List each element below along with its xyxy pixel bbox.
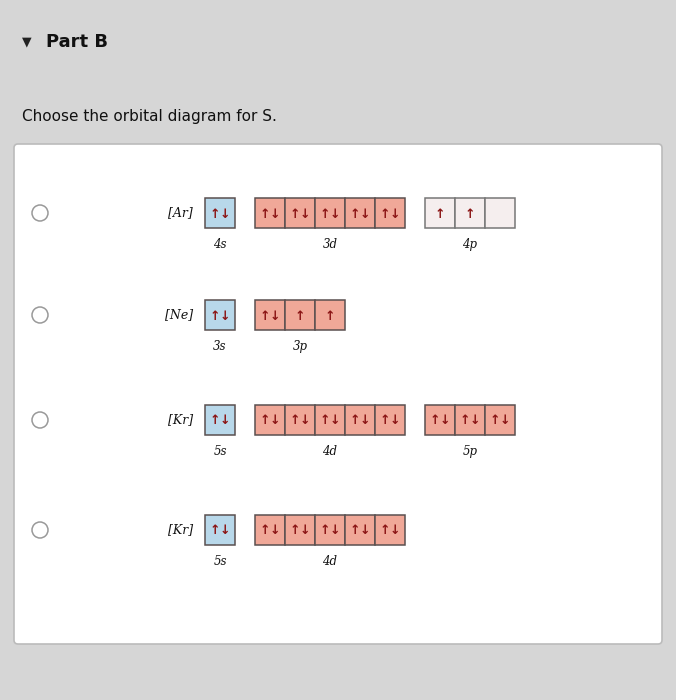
Text: [Ne]: [Ne] xyxy=(165,309,193,321)
Text: ↓: ↓ xyxy=(389,524,400,538)
Text: ↓: ↓ xyxy=(360,207,370,220)
Text: ↑: ↑ xyxy=(290,207,300,220)
Bar xyxy=(375,198,405,228)
Text: ↑: ↑ xyxy=(460,414,470,428)
Bar xyxy=(425,405,455,435)
Bar xyxy=(375,515,405,545)
Text: ↑: ↑ xyxy=(210,207,220,220)
Text: ↓: ↓ xyxy=(330,207,340,220)
Text: ↑: ↑ xyxy=(435,207,445,220)
Text: ↓: ↓ xyxy=(220,524,230,538)
Text: ↑: ↑ xyxy=(320,207,331,220)
Bar xyxy=(205,300,235,330)
Text: ↑: ↑ xyxy=(465,207,475,220)
Text: 3d: 3d xyxy=(322,238,337,251)
Bar xyxy=(255,198,285,228)
Bar xyxy=(315,515,345,545)
Text: 3s: 3s xyxy=(213,340,226,353)
Bar xyxy=(205,515,235,545)
Bar xyxy=(375,405,405,435)
Text: ↑: ↑ xyxy=(430,414,441,428)
Bar xyxy=(205,405,235,435)
Text: ↑: ↑ xyxy=(380,414,391,428)
Text: 4p: 4p xyxy=(462,238,477,251)
Bar xyxy=(345,405,375,435)
Bar xyxy=(285,515,315,545)
Text: ↑: ↑ xyxy=(260,309,270,323)
FancyBboxPatch shape xyxy=(14,144,662,644)
Text: ↓: ↓ xyxy=(389,207,400,220)
Text: ↑: ↑ xyxy=(320,524,331,538)
Bar xyxy=(315,405,345,435)
Text: 5p: 5p xyxy=(462,445,477,458)
Text: ↑: ↑ xyxy=(260,524,270,538)
Bar xyxy=(485,405,515,435)
Text: 3p: 3p xyxy=(293,340,308,353)
Text: ↓: ↓ xyxy=(330,414,340,428)
Text: ↓: ↓ xyxy=(330,524,340,538)
Bar xyxy=(255,300,285,330)
Bar xyxy=(285,300,315,330)
Text: [Kr]: [Kr] xyxy=(168,524,193,536)
Text: ↑: ↑ xyxy=(295,309,306,323)
Text: 4s: 4s xyxy=(213,238,226,251)
Text: 4d: 4d xyxy=(322,555,337,568)
Bar xyxy=(425,198,455,228)
Text: ↓: ↓ xyxy=(439,414,450,428)
Text: ↓: ↓ xyxy=(299,414,310,428)
Text: ↑: ↑ xyxy=(350,414,360,428)
Text: ↓: ↓ xyxy=(270,414,280,428)
Text: ↑: ↑ xyxy=(290,414,300,428)
Text: 5s: 5s xyxy=(213,555,226,568)
Text: ↑: ↑ xyxy=(290,524,300,538)
Text: ↑: ↑ xyxy=(324,309,335,323)
Text: ↑: ↑ xyxy=(320,414,331,428)
Text: ↓: ↓ xyxy=(220,309,230,323)
Text: ↑: ↑ xyxy=(490,414,500,428)
Bar xyxy=(315,300,345,330)
Text: ↑: ↑ xyxy=(350,207,360,220)
Bar xyxy=(455,405,485,435)
Bar xyxy=(285,198,315,228)
Text: Choose the orbital diagram for S.: Choose the orbital diagram for S. xyxy=(22,108,277,123)
Text: ↓: ↓ xyxy=(270,207,280,220)
Bar xyxy=(285,405,315,435)
Text: ↓: ↓ xyxy=(500,414,510,428)
Bar xyxy=(255,405,285,435)
Text: ▼: ▼ xyxy=(22,36,32,48)
Text: ↓: ↓ xyxy=(360,414,370,428)
Text: ↑: ↑ xyxy=(210,414,220,428)
Text: ↓: ↓ xyxy=(220,414,230,428)
Text: ↓: ↓ xyxy=(299,207,310,220)
Text: ↑: ↑ xyxy=(210,524,220,538)
Bar xyxy=(455,198,485,228)
Text: ↓: ↓ xyxy=(270,524,280,538)
Text: ↓: ↓ xyxy=(470,414,480,428)
Bar xyxy=(205,198,235,228)
Text: [Ar]: [Ar] xyxy=(168,206,193,220)
Text: ↑: ↑ xyxy=(380,207,391,220)
Text: ↓: ↓ xyxy=(220,207,230,220)
Text: 4d: 4d xyxy=(322,445,337,458)
Text: Part B: Part B xyxy=(46,33,108,51)
Text: ↓: ↓ xyxy=(389,414,400,428)
Text: ↓: ↓ xyxy=(270,309,280,323)
Text: ↓: ↓ xyxy=(299,524,310,538)
Text: ↑: ↑ xyxy=(380,524,391,538)
Text: ↑: ↑ xyxy=(260,414,270,428)
Bar xyxy=(315,198,345,228)
Text: ↑: ↑ xyxy=(260,207,270,220)
Text: [Kr]: [Kr] xyxy=(168,414,193,426)
Text: ↑: ↑ xyxy=(210,309,220,323)
Text: ↓: ↓ xyxy=(360,524,370,538)
Text: 5s: 5s xyxy=(213,445,226,458)
Bar xyxy=(345,515,375,545)
Bar xyxy=(485,198,515,228)
Text: ↑: ↑ xyxy=(350,524,360,538)
Bar xyxy=(345,198,375,228)
Bar xyxy=(255,515,285,545)
